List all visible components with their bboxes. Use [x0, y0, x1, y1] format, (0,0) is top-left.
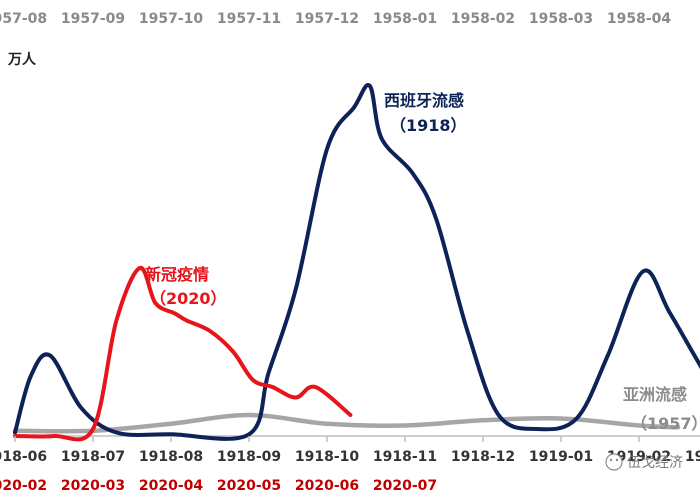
top-axis-tick-label: 1957-12: [295, 11, 359, 27]
covid-label: 新冠疫情: [145, 265, 209, 284]
asian-flu-series-line: [12, 412, 681, 434]
x-axis-tick-marks: [14, 436, 640, 442]
bottom-axis-tick-label: 1918-11: [373, 449, 437, 465]
top-axis: 1957-08 1957-09 1957-10 1957-11 1957-12 1958-…: [0, 11, 671, 27]
bottom-axis-tick-label: 1918-09: [217, 449, 281, 465]
spanish-flu-series-line: [13, 82, 700, 441]
top-axis-tick-label: 1958-03: [529, 11, 593, 27]
watermark: 伍戈经济: [605, 453, 683, 471]
bottom-axis-tick-label: 1918-06: [0, 449, 47, 465]
bottom-axis-2020-tick-label: 2020-05: [217, 478, 281, 494]
wechat-icon-eye-left: [609, 458, 613, 462]
bottom-axis-tick-label: 1918-08: [139, 449, 203, 465]
watermark-text: 伍戈经济: [627, 455, 683, 471]
top-axis-tick-label: 1957-08: [0, 11, 47, 27]
bottom-axis-tick-label: 1918-07: [61, 449, 125, 465]
top-axis-tick-label: 1957-10: [139, 11, 204, 27]
top-axis-tick-label: 1957-09: [61, 11, 125, 27]
wechat-icon: [605, 453, 623, 471]
bottom-axis-2020: 2020-02 2020-03 2020-04 2020-05 2020-06 2020-…: [0, 478, 437, 494]
asian-flu-label: 亚洲流感: [623, 385, 687, 404]
top-axis-tick-label: 1957-11: [217, 11, 281, 27]
covid-series-line: [13, 266, 353, 442]
bottom-axis-2020-tick-label: 2020-02: [0, 478, 47, 494]
bottom-axis-2020-tick-label: 2020-07: [373, 478, 437, 494]
bottom-axis-tick-label: 1919-02: [607, 449, 671, 465]
bottom-axis-tick-label: 1919-01: [529, 449, 593, 465]
y-axis-unit-label: 万人: [7, 51, 37, 68]
bottom-axis-2020-tick-label: 2020-03: [61, 478, 125, 494]
series-layer: [12, 82, 700, 442]
wechat-icon-eye-right: [615, 458, 619, 462]
bottom-axis-tick-label: 1918-12: [451, 449, 515, 465]
bottom-axis-tick-label: 1919-03: [685, 449, 700, 465]
bottom-axis-tick-label: 1918-10: [295, 449, 360, 465]
spanish-flu-label: 西班牙流感: [384, 91, 464, 110]
asian-flu-year-label: （1957）: [631, 414, 700, 433]
covid-year-label: （2020）: [150, 289, 227, 308]
bottom-axis-2020-tick-label: 2020-04: [139, 478, 204, 494]
top-axis-tick-label: 1958-01: [373, 11, 437, 27]
spanish-flu-year-label: （1918）: [390, 116, 467, 135]
bottom-axis: 1918-06 1918-07 1918-08 1918-09 1918-10 1918-…: [0, 449, 700, 465]
top-axis-tick-label: 1958-02: [451, 11, 515, 27]
top-axis-tick-label: 1958-04: [607, 11, 672, 27]
bottom-axis-2020-tick-label: 2020-06: [295, 478, 359, 494]
